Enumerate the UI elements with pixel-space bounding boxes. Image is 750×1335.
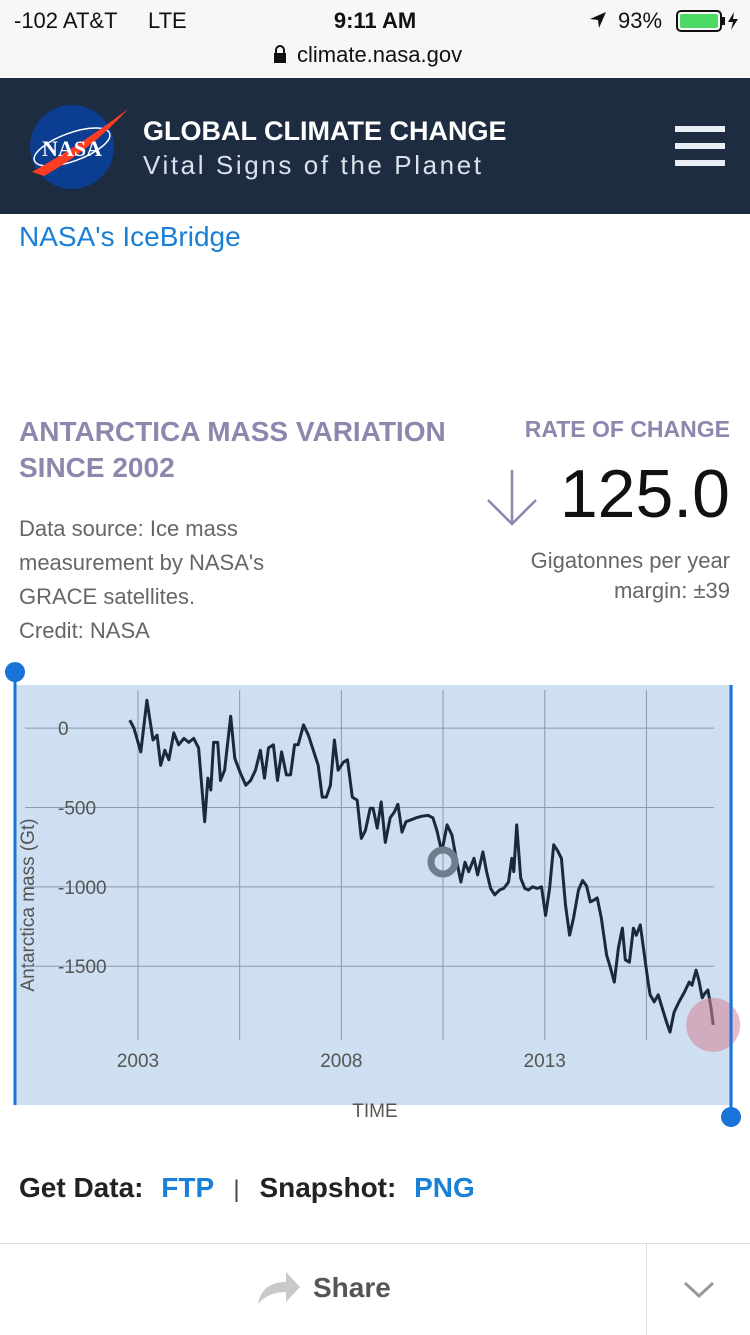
chart: Antarctica mass (Gt) TIME 0 -500 -1000 -150… (5, 662, 741, 1127)
separator: | (233, 1176, 240, 1203)
icebridge-link[interactable]: NASA's IceBridge (19, 221, 241, 252)
share-icon[interactable] (256, 1270, 302, 1306)
rate-value: 125.0 (559, 456, 730, 532)
y-tick-label: 0 (58, 719, 69, 740)
menu-bar[interactable] (675, 160, 725, 166)
battery-percent: 93% (618, 8, 663, 33)
network: LTE (148, 8, 187, 33)
y-tick-label: -500 (58, 798, 96, 819)
share-bar: Share (0, 1243, 750, 1335)
png-link[interactable]: PNG (414, 1172, 475, 1203)
down-arrow (487, 470, 537, 526)
menu-bar[interactable] (675, 143, 725, 149)
section-title: ANTARCTICA MASS VARIATION SINCE 2002 (19, 414, 446, 486)
rate-margin: margin: ±39 (613, 578, 730, 603)
rate-unit: Gigatonnes per year margin: ±39 (531, 546, 730, 606)
range-handle-right[interactable] (721, 1107, 741, 1127)
source-line: Credit: NASA (19, 618, 150, 643)
divider (646, 1244, 647, 1335)
location-icon (590, 12, 606, 28)
snapshot-label: Snapshot: (259, 1172, 397, 1203)
rate-label: RATE OF CHANGE (524, 416, 730, 442)
site-header: NASA GLOBAL CLIMATE CHANGE Vital Signs o… (0, 78, 750, 214)
nasa-logo[interactable]: NASA (22, 104, 132, 190)
x-tick-label: 2013 (524, 1051, 566, 1072)
site-title[interactable]: GLOBAL CLIMATE CHANGE (143, 116, 507, 146)
range-handle-left[interactable] (5, 662, 25, 682)
x-tick-label: 2003 (117, 1051, 159, 1072)
lock-icon (274, 45, 286, 63)
source-line: measurement by NASA's (19, 550, 265, 575)
url[interactable]: climate.nasa.gov (297, 42, 463, 67)
chevron-down[interactable] (683, 1280, 715, 1300)
plot-background (15, 685, 733, 1105)
battery-icon (676, 10, 738, 32)
clock: 9:11 AM (333, 8, 417, 33)
ftp-link[interactable]: FTP (161, 1172, 214, 1203)
y-tick-label: -1500 (58, 957, 107, 978)
section-title-line: SINCE 2002 (19, 452, 175, 483)
rate-unit-text: Gigatonnes per year (530, 548, 730, 573)
menu-bar[interactable] (675, 126, 725, 132)
x-tick-label: 2008 (320, 1051, 362, 1072)
get-data-label: Get Data: (19, 1172, 144, 1203)
carrier: -102 AT&T (14, 8, 118, 33)
y-axis-title: Antarctica mass (Gt) (18, 818, 39, 991)
section-title-line: ANTARCTICA MASS VARIATION (19, 416, 446, 447)
logo-text: NASA (42, 136, 102, 161)
data-source: Data source: Ice mass measurement by NAS… (19, 512, 264, 648)
x-axis-title: TIME (352, 1101, 397, 1122)
share-button[interactable]: Share (313, 1272, 391, 1303)
hover-ring (427, 846, 459, 878)
source-line: Data source: Ice mass (19, 516, 238, 541)
source-line: GRACE satellites. (19, 584, 196, 609)
y-tick-label: -1000 (58, 878, 107, 899)
data-links: Get Data: FTP | Snapshot: PNG (19, 1172, 475, 1204)
site-subtitle: Vital Signs of the Planet (143, 150, 484, 180)
hover-highlight (686, 997, 741, 1052)
status-bar: -102 AT&T LTE 9:11 AM 93% climate.nasa.g… (0, 0, 750, 78)
